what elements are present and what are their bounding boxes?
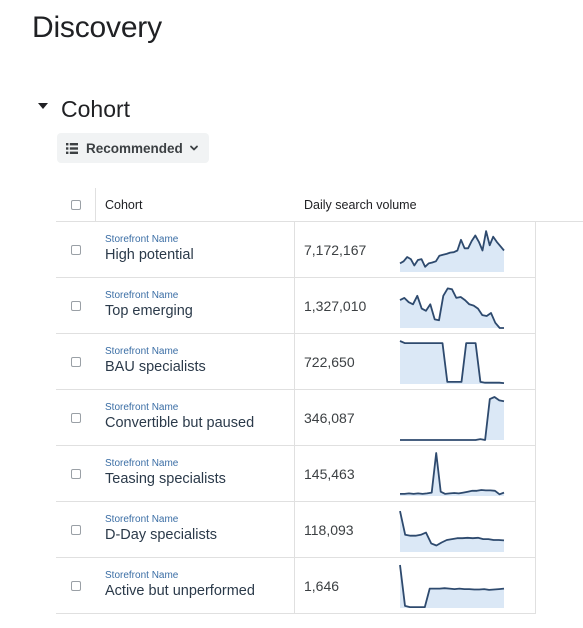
cohort-section-toggle[interactable]: Cohort xyxy=(38,92,130,126)
trend-sparkline xyxy=(399,510,505,552)
select-all-checkbox[interactable] xyxy=(70,199,81,210)
trend-sparkline xyxy=(400,451,505,496)
cohort-cell: Storefront Name Teasing specialists xyxy=(95,446,295,501)
table-row[interactable]: Storefront Name High potential 7,172,167 xyxy=(56,222,536,278)
sparkline-area xyxy=(400,287,504,328)
sparkline-line xyxy=(400,451,505,495)
sparkline-line xyxy=(399,287,504,329)
column-divider xyxy=(95,188,96,221)
cohort-cell: Storefront Name D-Day specialists xyxy=(95,502,295,557)
row-checkbox[interactable] xyxy=(70,524,81,535)
sparkline-area xyxy=(400,452,504,496)
table-row[interactable]: Storefront Name D-Day specialists 118,093 xyxy=(56,502,536,558)
cohort-subtitle: Storefront Name xyxy=(105,234,179,245)
table-row[interactable]: Storefront Name Active but unperformed 1,6… xyxy=(56,558,536,614)
daily-search-volume-value: 118,093 xyxy=(304,521,354,538)
sort-dropdown-button[interactable]: Recommended xyxy=(57,133,209,163)
sparkline-line xyxy=(399,564,505,608)
caret-down-icon xyxy=(38,103,48,109)
sparkline-line xyxy=(400,395,505,441)
cohort-subtitle: Storefront Name xyxy=(105,346,179,357)
trend-sparkline xyxy=(399,287,504,329)
cohort-subtitle: Storefront Name xyxy=(105,570,179,581)
trend-sparkline xyxy=(399,229,505,272)
row-checkbox[interactable] xyxy=(70,412,81,423)
sparkline-area xyxy=(400,340,504,384)
trend-sparkline xyxy=(399,339,505,384)
section-title: Cohort xyxy=(61,95,131,122)
sparkline-line xyxy=(399,229,505,268)
cohort-subtitle: Storefront Name xyxy=(105,458,179,469)
list-icon xyxy=(66,142,78,154)
table-header: Cohort Daily search volume xyxy=(56,188,583,222)
table-row[interactable]: Storefront Name Convertible but paused 346… xyxy=(56,390,536,446)
row-checkbox[interactable] xyxy=(70,580,81,591)
column-header-daily-search-volume[interactable]: Daily search volume xyxy=(304,197,417,212)
cohort-name[interactable]: Active but unperformed xyxy=(105,583,255,599)
cohort-subtitle: Storefront Name xyxy=(105,402,179,413)
daily-search-volume-value: 145,463 xyxy=(304,465,355,482)
cohort-table: Cohort Daily search volume Storefront Na… xyxy=(56,188,583,614)
sparkline-area xyxy=(400,510,504,552)
cohort-cell: Storefront Name BAU specialists xyxy=(95,334,295,389)
cohort-subtitle: Storefront Name xyxy=(105,290,179,301)
table-row[interactable]: Storefront Name Top emerging 1,327,010 xyxy=(56,278,536,334)
daily-search-volume-value: 1,646 xyxy=(304,577,340,594)
cohort-name[interactable]: Convertible but paused xyxy=(105,415,255,431)
cohort-cell: Storefront Name Top emerging xyxy=(95,278,295,333)
table-row[interactable]: Storefront Name BAU specialists 722,650 xyxy=(56,334,536,390)
sparkline-line xyxy=(399,339,505,384)
cohort-cell: Storefront Name Convertible but paused xyxy=(95,390,295,445)
sparkline-area xyxy=(400,396,504,440)
trend-sparkline xyxy=(400,395,505,441)
table-body: Storefront Name High potential 7,172,167 St… xyxy=(56,222,583,614)
sparkline-area xyxy=(400,564,504,608)
cohort-subtitle: Storefront Name xyxy=(105,514,179,525)
row-checkbox[interactable] xyxy=(70,356,81,367)
daily-search-volume-value: 722,650 xyxy=(304,353,355,370)
row-checkbox[interactable] xyxy=(70,244,81,255)
cohort-name[interactable]: Teasing specialists xyxy=(105,471,226,487)
daily-search-volume-value: 1,327,010 xyxy=(304,297,367,314)
chevron-down-icon xyxy=(189,145,198,151)
cohort-name[interactable]: Top emerging xyxy=(105,303,193,319)
sort-label: Recommended xyxy=(86,140,183,156)
trend-sparkline xyxy=(399,564,505,608)
sparkline-line xyxy=(399,510,505,546)
page-title: Discovery xyxy=(32,11,162,44)
cohort-name[interactable]: High potential xyxy=(105,247,194,263)
row-checkbox[interactable] xyxy=(70,300,81,311)
cohort-cell: Storefront Name Active but unperformed xyxy=(95,558,295,613)
daily-search-volume-value: 346,087 xyxy=(304,409,355,426)
row-checkbox[interactable] xyxy=(70,468,81,479)
cohort-name[interactable]: BAU specialists xyxy=(105,359,206,375)
daily-search-volume-value: 7,172,167 xyxy=(304,241,367,258)
column-header-cohort[interactable]: Cohort xyxy=(105,197,143,212)
cohort-cell: Storefront Name High potential xyxy=(95,222,295,277)
cohort-name[interactable]: D-Day specialists xyxy=(105,527,217,543)
table-row[interactable]: Storefront Name Teasing specialists 145,46… xyxy=(56,446,536,502)
